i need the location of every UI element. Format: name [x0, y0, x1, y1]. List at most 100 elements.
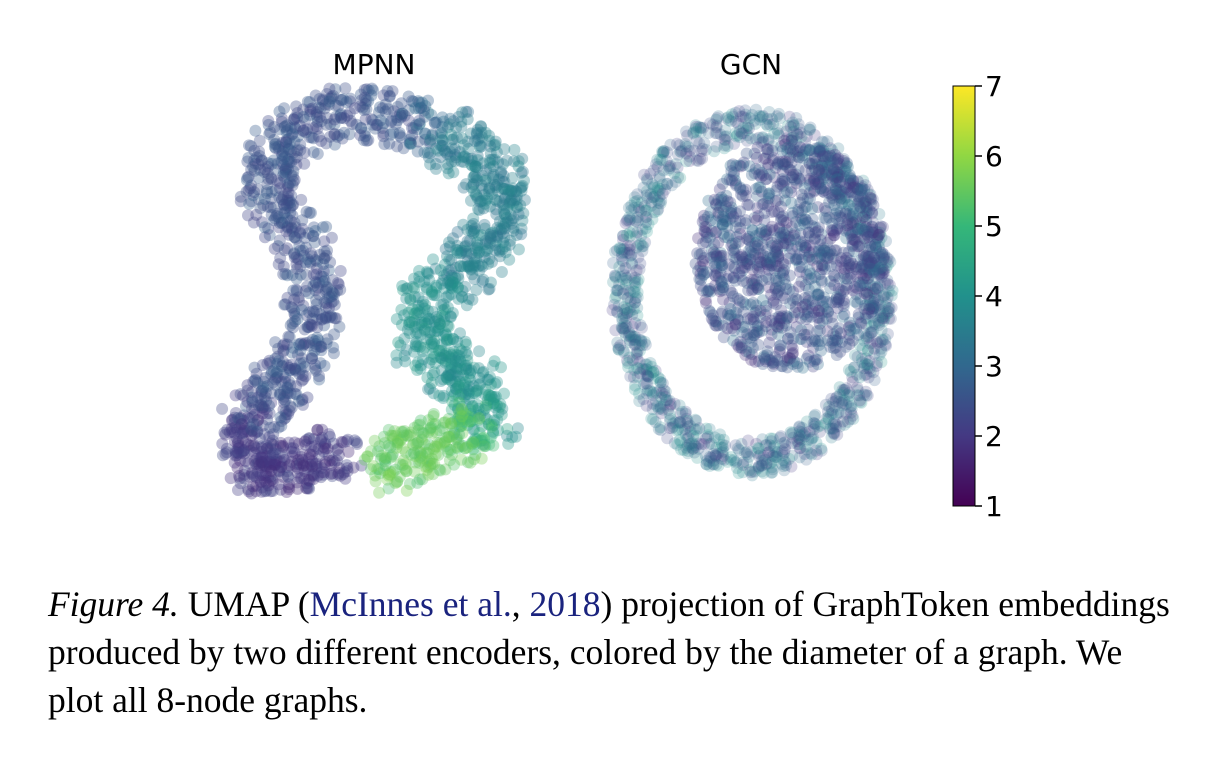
mpnn-point	[433, 315, 446, 327]
mpnn-point	[305, 131, 318, 144]
mpnn-point	[425, 108, 438, 121]
mpnn-point	[514, 199, 527, 212]
mpnn-point	[284, 206, 297, 219]
mpnn-point	[255, 445, 268, 458]
mpnn-point	[358, 453, 371, 466]
mpnn-point	[484, 390, 497, 403]
gcn-point	[785, 197, 798, 210]
mpnn-point	[265, 173, 278, 186]
mpnn-point	[305, 352, 318, 365]
mpnn-point	[438, 436, 451, 449]
gcn-point	[722, 114, 735, 126]
mpnn-point	[320, 118, 333, 131]
mpnn-point	[510, 200, 523, 213]
mpnn-point	[294, 357, 307, 370]
mpnn-point	[232, 442, 245, 455]
mpnn-point	[483, 252, 496, 265]
mpnn-point	[487, 226, 500, 239]
mpnn-point	[431, 325, 444, 337]
gcn-point	[771, 288, 784, 301]
mpnn-point	[283, 331, 296, 343]
mpnn-point	[343, 128, 356, 141]
mpnn-point	[453, 375, 466, 388]
mpnn-point	[435, 131, 447, 144]
citation-year-link[interactable]: 2018	[530, 584, 601, 624]
mpnn-point	[472, 409, 485, 422]
gcn-point	[742, 434, 755, 447]
mpnn-point	[444, 417, 457, 430]
mpnn-point	[478, 440, 490, 453]
mpnn-point	[262, 115, 275, 127]
mpnn-point	[465, 247, 478, 260]
mpnn-point	[441, 147, 454, 160]
mpnn-point	[425, 285, 438, 298]
mpnn-point	[311, 262, 323, 275]
mpnn-point	[310, 304, 323, 317]
mpnn-point	[414, 450, 426, 463]
mpnn-point	[426, 336, 438, 349]
mpnn-point	[458, 150, 471, 163]
mpnn-point	[301, 321, 314, 333]
mpnn-point	[428, 458, 441, 470]
mpnn-point	[496, 227, 509, 240]
mpnn-point	[440, 291, 453, 304]
mpnn-point	[268, 141, 281, 153]
mpnn-point	[500, 154, 513, 167]
mpnn-point	[411, 476, 424, 489]
mpnn-point	[408, 272, 421, 285]
mpnn-point	[289, 221, 302, 234]
mpnn-point	[413, 456, 426, 469]
gcn-point	[777, 269, 790, 281]
mpnn-point	[326, 274, 339, 287]
gcn-point	[859, 358, 872, 370]
mpnn-point	[495, 408, 508, 421]
gcn-point	[660, 178, 673, 190]
mpnn-point	[245, 487, 258, 500]
mpnn-point	[278, 454, 291, 466]
mpnn-point	[308, 433, 320, 446]
mpnn-point	[438, 269, 451, 282]
mpnn-point	[294, 260, 307, 273]
mpnn-point	[283, 143, 296, 155]
mpnn-point	[260, 439, 273, 452]
mpnn-point	[445, 358, 458, 371]
mpnn-point	[260, 407, 273, 420]
mpnn-point	[355, 459, 368, 472]
mpnn-point	[246, 402, 258, 415]
gcn-point	[804, 447, 817, 460]
mpnn-point	[293, 226, 306, 239]
mpnn-point	[429, 116, 442, 129]
mpnn-point	[307, 268, 320, 281]
mpnn-point	[327, 341, 340, 354]
mpnn-point	[255, 154, 268, 167]
mpnn-point	[394, 111, 407, 124]
mpnn-point	[297, 249, 310, 262]
mpnn-point	[381, 473, 394, 486]
mpnn-point	[419, 298, 432, 311]
mpnn-point	[272, 355, 285, 367]
citation-link[interactable]: McInnes et al.	[310, 584, 512, 624]
mpnn-point	[265, 464, 278, 477]
mpnn-point	[487, 168, 500, 181]
mpnn-point	[327, 437, 340, 450]
mpnn-point	[449, 272, 462, 284]
mpnn-point	[298, 146, 311, 159]
gcn-point	[777, 158, 790, 171]
mpnn-point	[478, 188, 491, 201]
mpnn-point	[284, 201, 297, 214]
mpnn-point	[403, 136, 416, 149]
mpnn-point	[493, 245, 506, 258]
mpnn-point	[290, 380, 302, 393]
mpnn-point	[299, 285, 312, 297]
mpnn-point	[293, 119, 306, 132]
mpnn-point	[444, 310, 457, 323]
mpnn-scatter	[216, 82, 531, 500]
mpnn-point	[464, 373, 476, 386]
mpnn-point	[326, 454, 339, 467]
gcn-point	[741, 134, 754, 147]
mpnn-point	[437, 373, 450, 386]
mpnn-point	[282, 471, 295, 484]
mpnn-point	[474, 409, 487, 421]
mpnn-point	[512, 208, 525, 221]
mpnn-point	[329, 99, 342, 112]
